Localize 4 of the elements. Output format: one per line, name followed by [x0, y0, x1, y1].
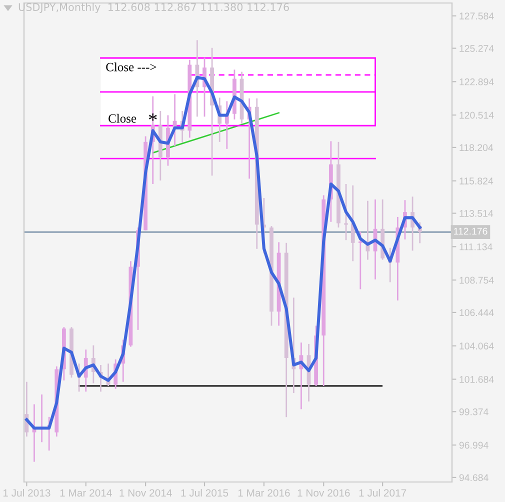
- annotation: Close: [108, 114, 136, 123]
- annotation: Close --->: [106, 62, 156, 72]
- candlestick: [358, 231, 362, 290]
- annotation: *: [148, 114, 157, 121]
